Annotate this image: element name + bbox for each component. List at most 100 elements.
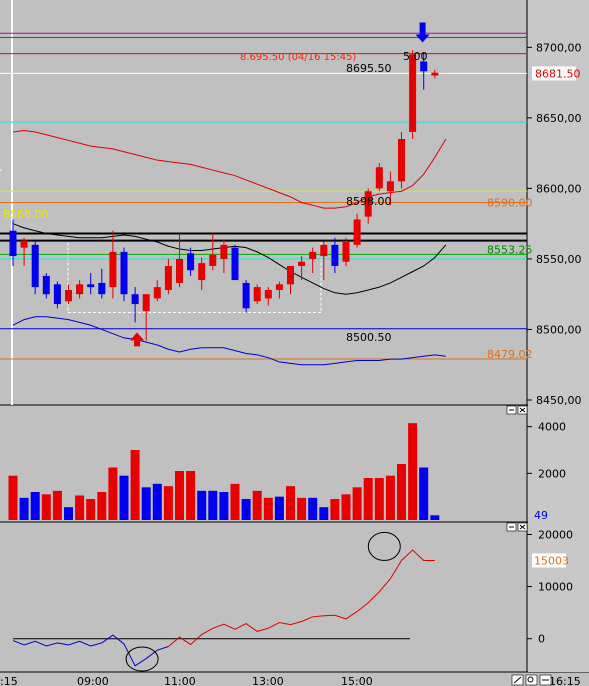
volume-bar xyxy=(75,495,85,520)
volume-bar xyxy=(397,464,406,520)
time-tick: 11:00 xyxy=(164,675,196,686)
bottom-tools xyxy=(511,674,552,686)
axis-label-8590: 8590.00 xyxy=(487,197,533,210)
candle-body xyxy=(420,61,428,72)
last-price-label: 8681.50 xyxy=(535,67,581,80)
candle-body xyxy=(176,258,183,283)
volume-bar xyxy=(64,507,73,520)
time-tick: 13:00 xyxy=(252,675,284,686)
volume-bar xyxy=(175,471,184,520)
candle-body xyxy=(42,275,50,295)
candle-body xyxy=(142,294,150,312)
close-glyph xyxy=(519,524,526,530)
candle-body xyxy=(120,251,128,295)
scroll-icon xyxy=(513,676,522,684)
volume-panel xyxy=(8,423,440,520)
volume-bar xyxy=(330,499,340,520)
candle-body xyxy=(153,287,161,299)
volume-bar xyxy=(308,497,318,520)
osc-last-label: 15003 xyxy=(534,554,569,567)
volume-bar xyxy=(97,492,107,520)
volume-bar xyxy=(319,507,329,520)
ma-black-line xyxy=(12,223,447,295)
price-tick: 8450,00 xyxy=(536,394,582,407)
volume-bar xyxy=(208,490,218,520)
volume-bar xyxy=(385,475,395,520)
volume-bar xyxy=(230,483,240,520)
volume-bar xyxy=(19,497,29,520)
candle-body xyxy=(309,251,317,259)
volume-tick: 4000 xyxy=(538,421,566,434)
candle-body xyxy=(275,284,283,290)
time-tick: 09:00 xyxy=(77,675,109,686)
price-tick: 8500,00 xyxy=(536,323,582,336)
oscillator-panel xyxy=(12,531,435,672)
candle-body xyxy=(386,181,394,192)
candle-body xyxy=(342,242,350,262)
low-circle-marker xyxy=(125,646,159,672)
candle-body xyxy=(398,139,405,182)
volume-bar xyxy=(430,515,440,520)
candle-body xyxy=(242,282,250,309)
candle-body xyxy=(109,251,117,288)
candle-body xyxy=(164,265,172,290)
candle-body xyxy=(375,167,383,189)
axes: 8450,00 8500,00 8550,00 8600,00 8650,00 8700,… xyxy=(0,41,582,686)
candle-body xyxy=(53,284,61,305)
axis-label-8553: 8553.25 xyxy=(487,243,533,256)
range-box xyxy=(67,240,322,314)
time-tick: :15 xyxy=(0,675,18,686)
volume-bar xyxy=(108,467,118,520)
zoom-tool-button[interactable] xyxy=(525,674,538,686)
volume-bar xyxy=(130,450,140,520)
volume-bar xyxy=(197,490,207,520)
volume-bar xyxy=(219,492,229,520)
volume-panel-buttons xyxy=(506,405,528,415)
candle-body xyxy=(409,54,417,132)
price-tick: 8650,00 xyxy=(536,112,582,125)
candle-body xyxy=(20,240,28,248)
volume-bar xyxy=(286,486,295,520)
low-value-label: 8500.50 xyxy=(346,331,392,344)
candle-body xyxy=(76,284,84,295)
volume-bar xyxy=(352,487,362,520)
volume-bar xyxy=(163,486,173,520)
candle-body xyxy=(264,289,272,299)
osc-last-box xyxy=(532,553,566,568)
osc-line-red xyxy=(168,549,435,647)
osc-tick: 10000 xyxy=(538,581,573,594)
buy-arrow-icon xyxy=(130,332,145,347)
candle-body xyxy=(431,72,439,76)
candle-body xyxy=(253,287,261,302)
candle-body xyxy=(87,284,95,288)
last-high-label: 8.695.50 (04/16 15:45) xyxy=(240,52,356,63)
volume-bar xyxy=(152,483,162,520)
volume-bar xyxy=(41,494,51,520)
volume-bar xyxy=(119,475,129,520)
candle-body xyxy=(320,244,328,257)
candle-body xyxy=(298,261,306,266)
arrow-value-label: 5.00 xyxy=(403,50,428,63)
zoom-icon xyxy=(527,676,534,683)
ma-red-line xyxy=(12,130,447,209)
candle-body xyxy=(209,254,217,266)
candle-body xyxy=(187,253,195,271)
candle-body xyxy=(287,265,294,285)
volume-last-label: 49 xyxy=(534,509,548,522)
time-tick: 16:15 xyxy=(549,675,581,686)
last-price-box xyxy=(532,66,576,81)
osc-panel-buttons xyxy=(506,522,528,532)
candle-body xyxy=(98,282,106,295)
high-value-label: 8695.50 xyxy=(346,62,392,75)
volume-bar xyxy=(408,423,418,520)
volume-bar xyxy=(274,496,284,520)
sell-arrow-icon xyxy=(415,22,430,43)
volume-bar xyxy=(30,492,40,520)
candle-body xyxy=(231,247,239,281)
volume-bar xyxy=(241,499,251,520)
candle-body xyxy=(9,230,17,257)
volume-bar xyxy=(86,499,96,520)
volume-bar xyxy=(8,475,18,520)
osc-tick: 20000 xyxy=(538,528,573,541)
